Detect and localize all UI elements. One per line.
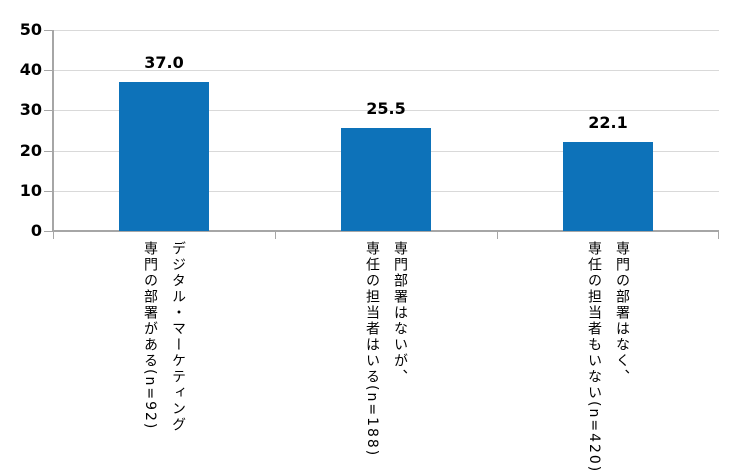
y-axis-line: [52, 30, 54, 231]
bar-value-label: 37.0: [144, 53, 184, 73]
bar: [563, 142, 653, 231]
bar: [341, 128, 431, 231]
y-tick-label: 50: [19, 20, 42, 39]
bar-value-label: 25.5: [366, 99, 406, 119]
x-category-label: デジタル・マーケティング 専門の部署がある(n=92): [142, 241, 186, 433]
category-tick: [275, 231, 276, 239]
y-axis-tick: [44, 70, 53, 72]
y-tick-label: 0: [30, 221, 42, 240]
y-axis-tick: [44, 231, 53, 232]
x-category-label: 専門部署はないが、 専任の担当者はいる(n=188): [364, 241, 408, 458]
y-tick-label: 40: [19, 60, 42, 80]
gridline: [53, 70, 719, 72]
category-tick: [53, 231, 54, 239]
gridline: [53, 30, 719, 31]
x-category-label: 専門の部署はなく、 専任の担当者もいない(n=420): [586, 241, 630, 474]
category-tick: [718, 231, 719, 239]
y-axis-tick: [44, 110, 53, 112]
y-tick-label: 10: [19, 180, 42, 200]
bar: [119, 82, 209, 231]
gridline: [53, 110, 719, 112]
x-axis-baseline: [52, 230, 719, 232]
bar-value-label: 22.1: [588, 113, 628, 133]
y-axis-tick: [44, 190, 53, 192]
category-tick: [497, 231, 498, 239]
y-axis-tick: [44, 150, 53, 152]
plot-area: 37.0 25.5 22.1: [44, 30, 719, 239]
y-tick-label: 30: [19, 100, 42, 120]
y-axis-tick: [44, 30, 53, 31]
y-tick-label: 20: [19, 140, 42, 160]
